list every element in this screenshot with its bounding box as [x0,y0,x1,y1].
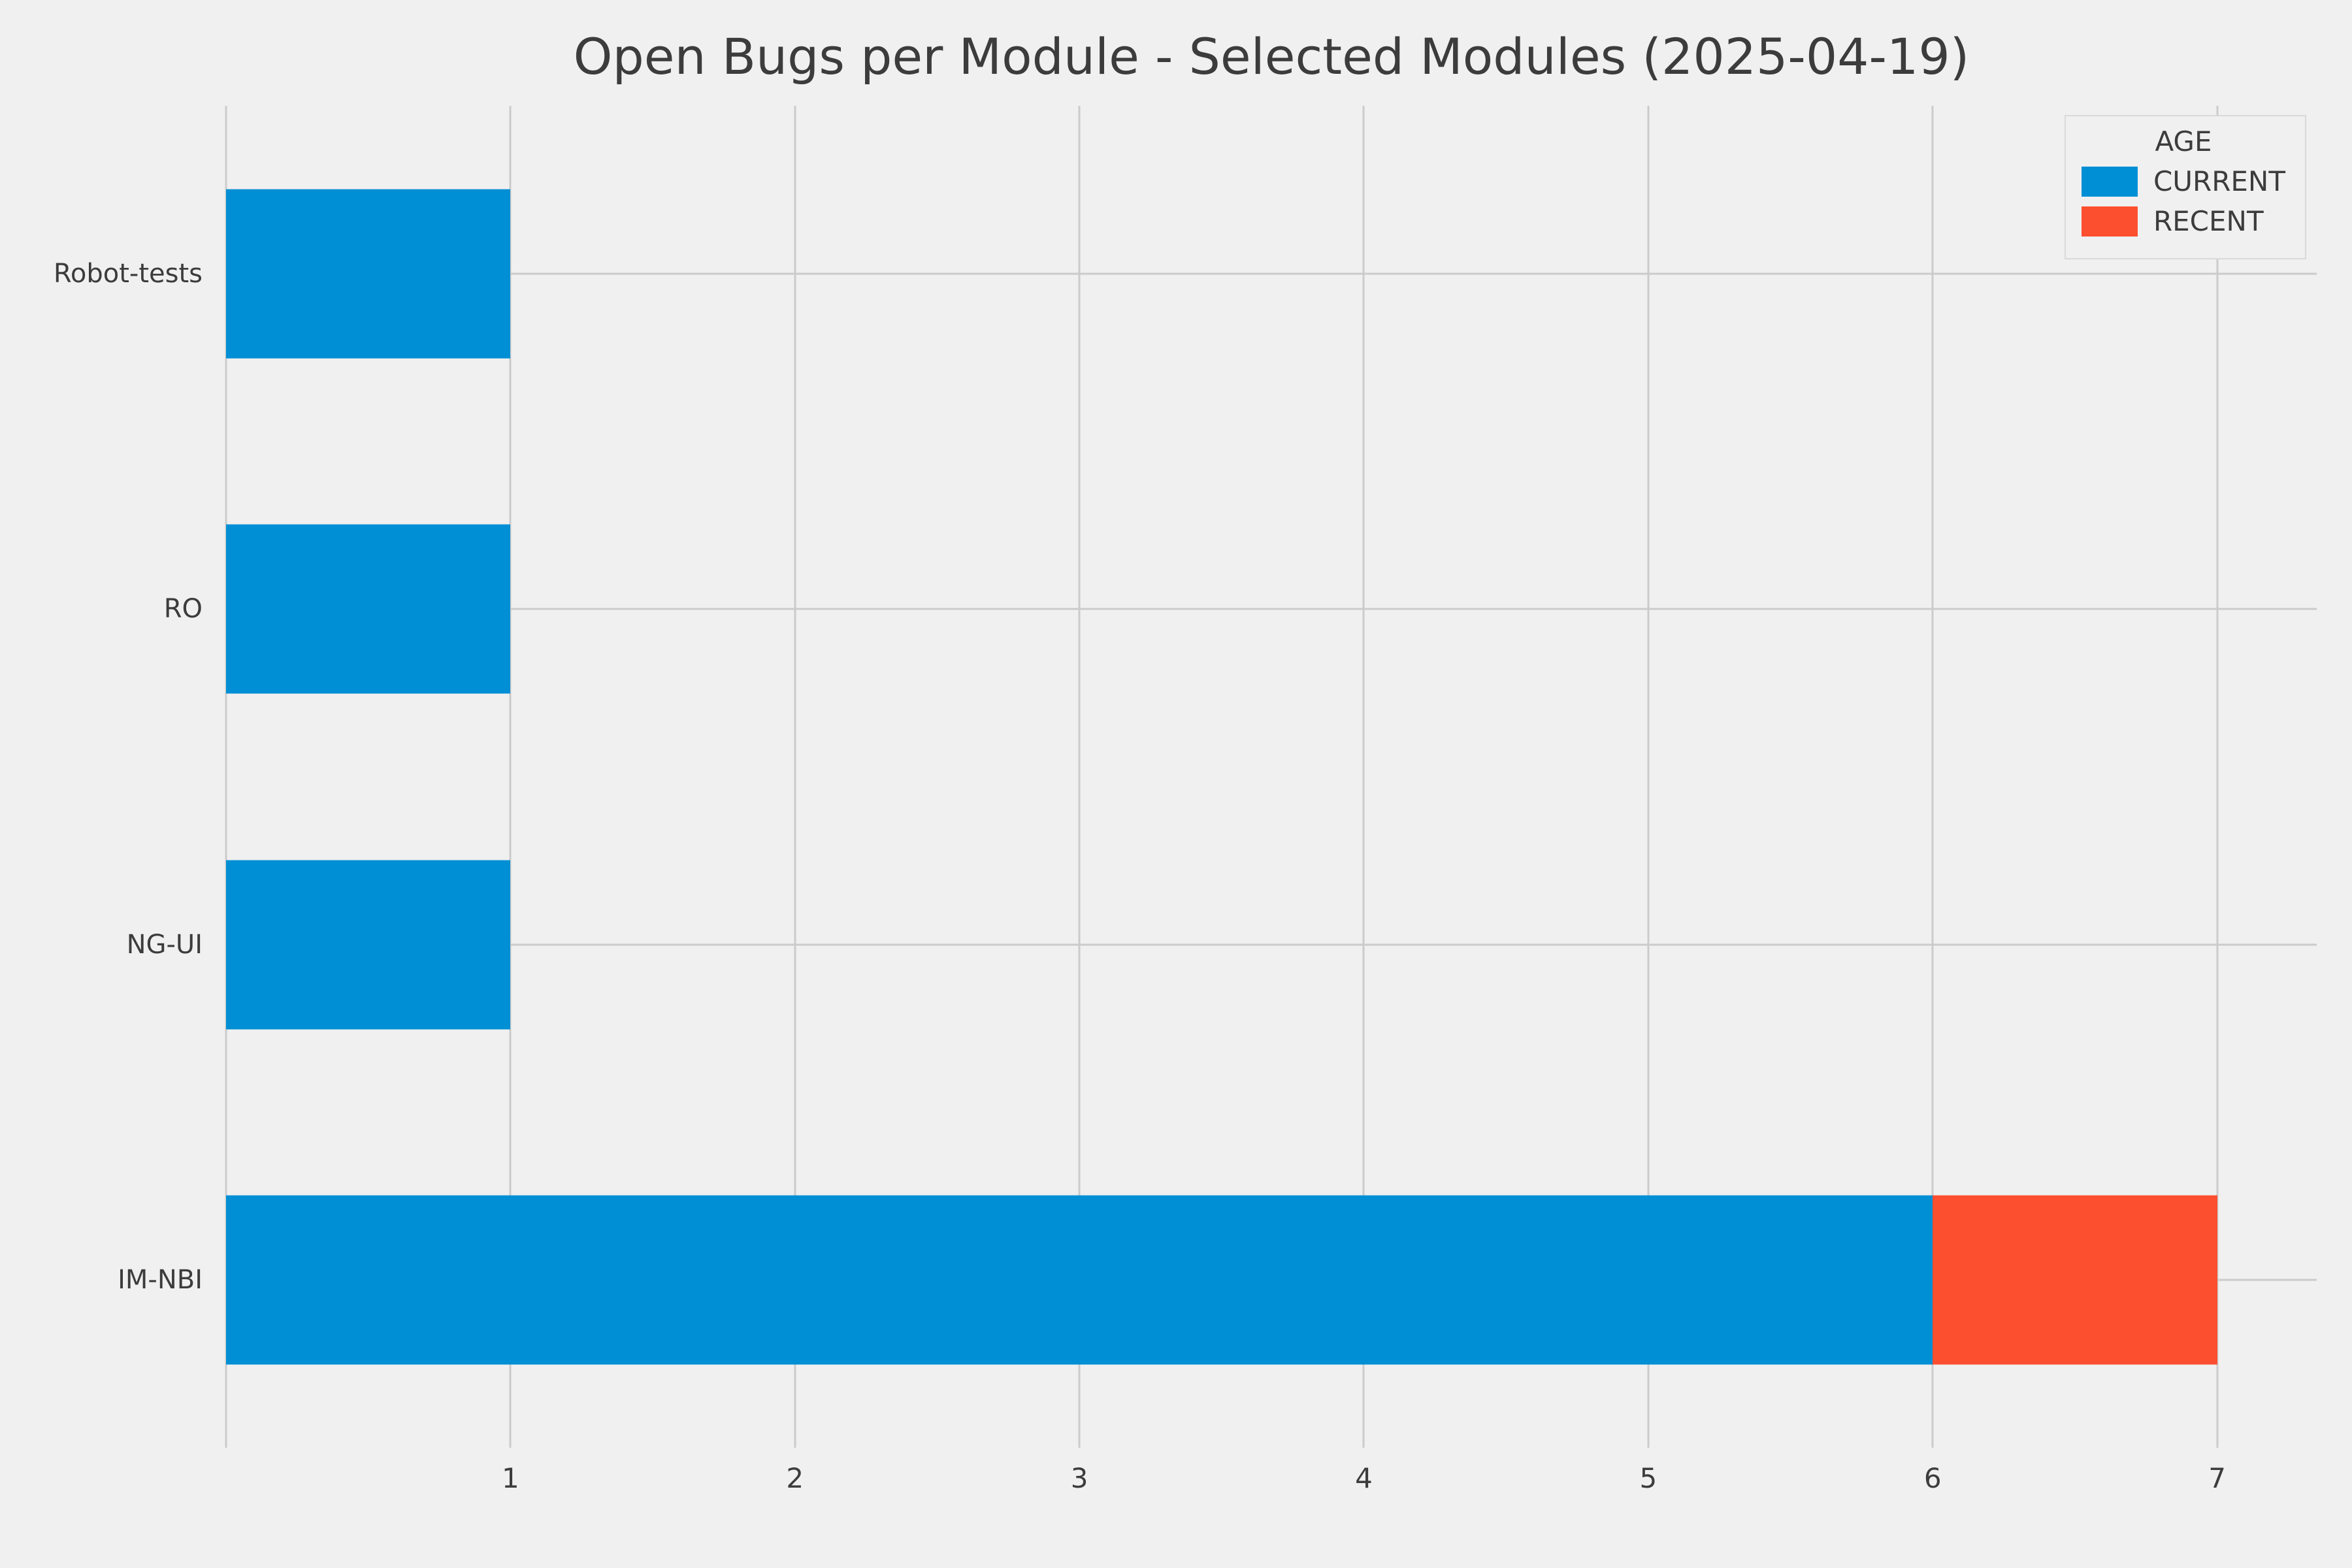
grid-line-vertical [1931,106,1934,1448]
grid-line-vertical [225,106,227,1448]
grid-line-horizontal [226,608,2317,610]
grid-line-vertical [509,106,512,1448]
legend-entries: CURRENT RECENT [2081,165,2285,237]
grid-line-vertical [794,106,796,1448]
plot-area [225,106,2317,1448]
legend-entry: CURRENT [2081,165,2285,197]
x-axis-labels: 1 2 3 4 5 6 7 [226,1462,2317,1501]
legend-title: AGE [2155,125,2212,157]
bar-robot-tests-current [226,189,511,359]
legend-entry: RECENT [2081,205,2285,237]
chart-title: Open Bugs per Module - Selected Modules … [573,27,1970,86]
grid-line-horizontal [226,272,2317,275]
grid-line-vertical [1078,106,1081,1448]
grid-line-vertical [2216,106,2219,1448]
y-axis-labels: Robot-tests RO NG-UI IM-NBI [0,106,213,1448]
grid-line-vertical [1647,106,1650,1448]
legend-swatch [2081,166,2138,197]
x-tick-label: 6 [1923,1462,1942,1494]
bar-ng-ui-current [226,860,511,1030]
category-label: Robot-tests [53,258,203,289]
x-tick-label: 7 [2208,1462,2226,1494]
category-label: NG-UI [126,929,203,960]
category-label: RO [163,594,203,625]
bar-im-nbi-current [226,1195,1933,1365]
legend-label: CURRENT [2153,165,2285,197]
grid-line-horizontal [226,943,2317,946]
bar-ro-current [226,524,511,694]
grid-line-vertical [1362,106,1365,1448]
legend-label: RECENT [2153,205,2264,237]
category-label: IM-NBI [118,1265,203,1296]
legend: AGE CURRENT RECENT [2064,115,2306,259]
x-tick-label: 5 [1639,1462,1658,1494]
legend-swatch [2081,206,2138,237]
x-tick-label: 4 [1355,1462,1373,1494]
x-tick-label: 1 [501,1462,519,1494]
bar-im-nbi-recent [1933,1195,2217,1365]
x-tick-label: 2 [786,1462,804,1494]
x-tick-label: 3 [1070,1462,1088,1494]
